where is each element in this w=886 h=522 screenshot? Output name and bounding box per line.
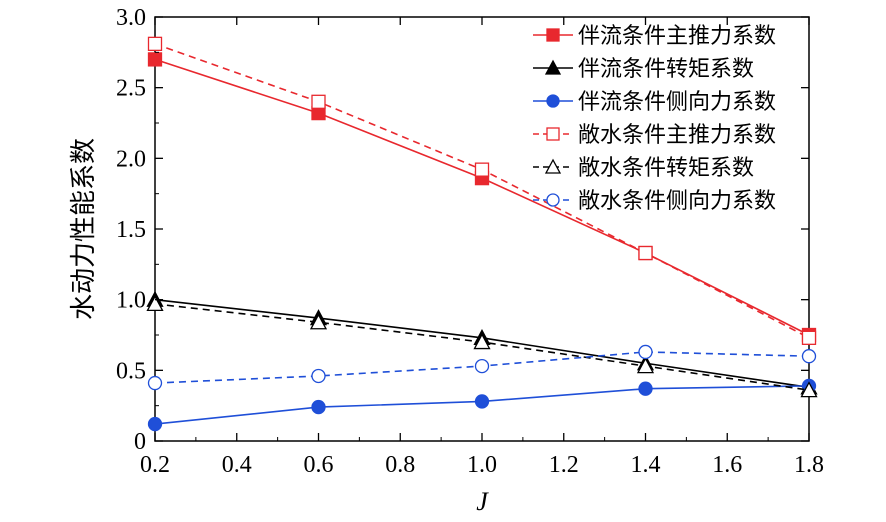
legend-item: 敞水条件转矩系数 [533, 155, 754, 180]
y-tick-label: 2.5 [116, 76, 146, 102]
series-4 [147, 36, 817, 345]
y-tick-label: 1.0 [116, 288, 146, 314]
data-point [309, 313, 328, 330]
legend-label: 敞水条件主推力系数 [578, 122, 776, 147]
data-point [474, 394, 490, 409]
data-point [146, 295, 164, 312]
data-point [801, 349, 817, 364]
x-axis-title: J [476, 487, 489, 516]
legend-label: 敞水条件侧向力系数 [578, 188, 776, 213]
data-point [147, 416, 163, 432]
data-point [147, 36, 163, 52]
legend-marker [546, 28, 560, 42]
x-tick-label: 1.8 [794, 452, 824, 478]
x-tick-label: 0.8 [385, 452, 415, 478]
legend-label: 敞水条件转矩系数 [578, 155, 754, 180]
data-point [638, 344, 653, 360]
series-layer [146, 36, 818, 432]
legend-marker [546, 94, 560, 108]
y-tick-label: 0.5 [116, 358, 146, 384]
legend-item: 伴流条件转矩系数 [533, 56, 754, 81]
series-6 [147, 344, 817, 391]
data-point [311, 368, 326, 384]
x-tick-label: 0.6 [304, 452, 334, 478]
x-tick-label: 1.2 [549, 452, 579, 478]
legend: 伴流条件主推力系数伴流条件转矩系数伴流条件侧向力系数敞水条件主推力系数敞水条件转… [533, 23, 776, 213]
data-point [473, 333, 491, 350]
data-point [638, 381, 653, 396]
legend-marker [546, 193, 560, 207]
legend-label: 伴流条件侧向力系数 [578, 89, 776, 114]
x-axis: 0.2 0.4 0.6 0.8 1.0 1.2 1.4 1.6 1.8 [140, 17, 824, 478]
y-axis-title: 水动力性能系数 [69, 138, 98, 320]
series-3 [147, 378, 817, 432]
legend-label: 伴流条件转矩系数 [578, 56, 754, 81]
data-point [638, 245, 653, 261]
y-axis: 0 0.5 1.0 1.5 2.0 2.5 3.0 [116, 5, 809, 455]
data-point [800, 381, 818, 398]
y-tick-label: 1.5 [116, 217, 146, 243]
series-5 [146, 295, 818, 398]
data-point [801, 330, 817, 345]
data-point [636, 357, 655, 374]
legend-item: 敞水条件侧向力系数 [533, 188, 776, 213]
data-point [474, 162, 490, 177]
legend-marker [546, 127, 560, 141]
legend-marker [544, 59, 562, 75]
legend-item: 伴流条件侧向力系数 [533, 89, 776, 114]
data-point [147, 375, 163, 391]
data-point [311, 399, 326, 415]
y-tick-label: 3.0 [116, 5, 146, 31]
plot-area [146, 16, 818, 442]
y-tick-label: 2.0 [116, 146, 146, 172]
y-tick-label: 0 [134, 429, 146, 455]
legend-label: 伴流条件主推力系数 [578, 23, 776, 48]
data-point [474, 358, 490, 374]
x-tick-label: 0.4 [222, 452, 252, 478]
legend-marker [544, 158, 562, 174]
legend-item: 伴流条件主推力系数 [533, 23, 776, 48]
x-tick-label: 1.0 [467, 452, 497, 478]
x-tick-label: 0.2 [140, 452, 170, 478]
data-point [147, 52, 163, 67]
legend-item: 敞水条件主推力系数 [533, 122, 776, 147]
data-point [311, 94, 326, 109]
x-tick-label: 1.4 [631, 452, 661, 478]
x-tick-label: 1.6 [712, 452, 742, 478]
